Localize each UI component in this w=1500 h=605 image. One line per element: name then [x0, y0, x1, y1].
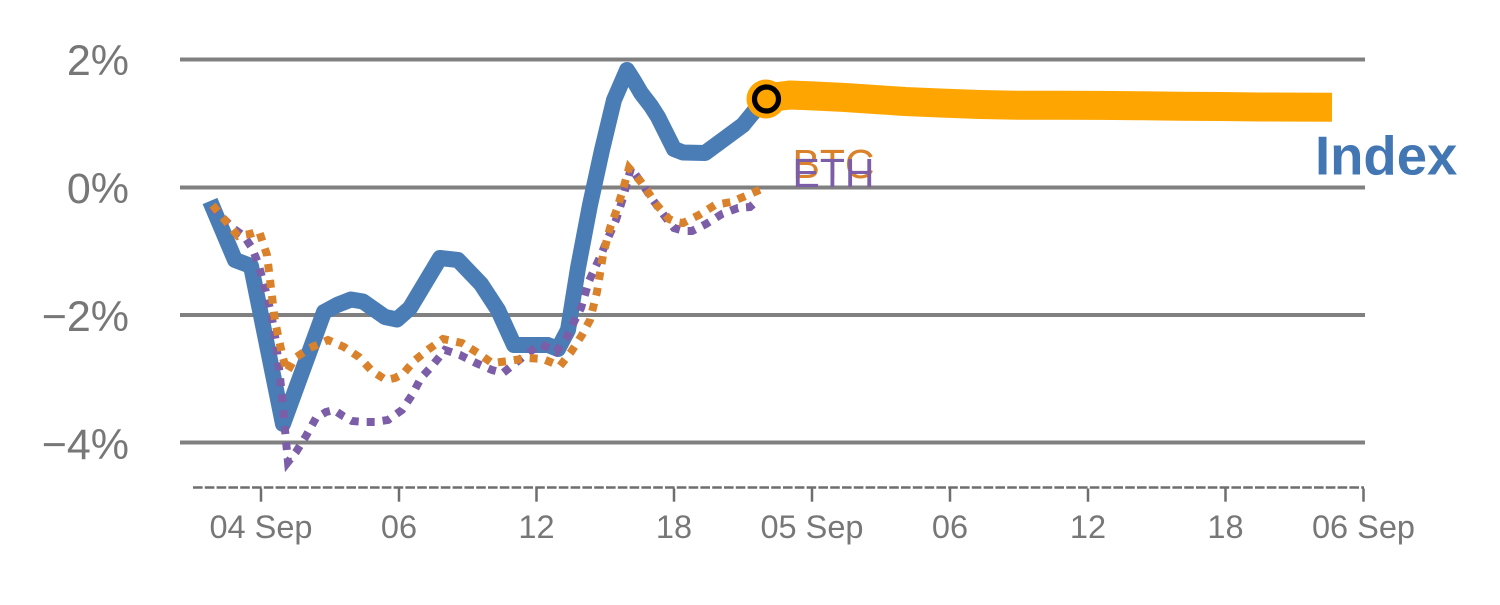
svg-text:18: 18: [656, 509, 692, 545]
svg-text:−4%: −4%: [42, 421, 129, 469]
svg-text:12: 12: [518, 509, 554, 545]
svg-text:04 Sep: 04 Sep: [209, 509, 312, 545]
svg-text:06 Sep: 06 Sep: [1312, 509, 1415, 545]
svg-text:0%: 0%: [67, 165, 129, 213]
svg-text:Index: Index: [1315, 125, 1457, 186]
svg-text:18: 18: [1207, 509, 1243, 545]
svg-text:ETH: ETH: [793, 150, 875, 196]
svg-text:2%: 2%: [67, 37, 129, 85]
svg-text:06: 06: [932, 509, 968, 545]
svg-text:05 Sep: 05 Sep: [760, 509, 863, 545]
svg-text:BTC: BTC: [793, 141, 875, 187]
svg-text:−2%: −2%: [42, 293, 129, 341]
svg-text:12: 12: [1070, 509, 1106, 545]
svg-text:06: 06: [381, 509, 417, 545]
